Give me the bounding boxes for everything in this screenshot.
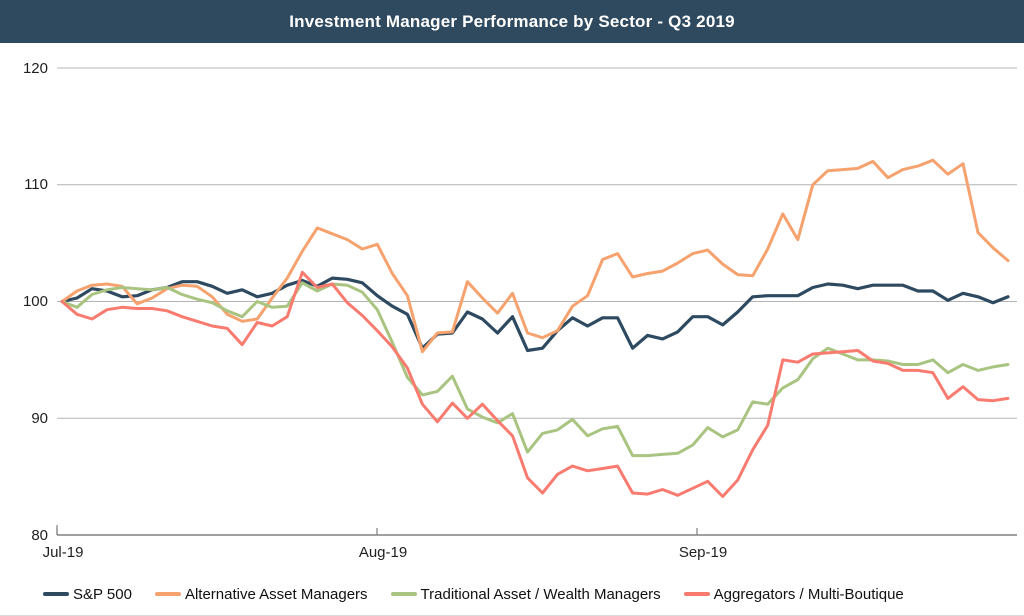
legend-label-alternative-asset-managers: Alternative Asset Managers (184, 585, 368, 603)
legend-item-sp500: S&P 500 (43, 586, 132, 603)
legend-swatch-alternative-asset-managers (154, 592, 181, 596)
series-line-3 (60, 270, 1010, 498)
legend: S&P 500 Alternative Asset Managers Tradi… (43, 583, 1024, 605)
x-tick-label-jul: Jul-19 (42, 544, 84, 561)
legend-item-aggregators-multi-boutique: Aggregators / Multi-Boutique (683, 585, 904, 603)
legend-swatch-aggregators-multi-boutique (683, 592, 710, 596)
legend-swatch-sp500 (43, 592, 69, 596)
legend-label-aggregators-multi-boutique: Aggregators / Multi-Boutique (713, 585, 904, 603)
y-tick-label-100: 100 (22, 293, 48, 310)
y-tick-label-80: 80 (31, 526, 48, 544)
legend-label-sp500: S&P 500 (73, 585, 132, 603)
y-tick-label-90: 90 (31, 409, 48, 427)
series-line-0 (60, 276, 1010, 353)
page-title: Investment Manager Performance by Sector… (289, 11, 735, 31)
x-tick-label-aug: Aug-19 (358, 544, 408, 561)
legend-item-alternative-asset-managers: Alternative Asset Managers (154, 585, 368, 603)
series-line-2 (60, 281, 1010, 458)
title-bar: Investment Manager Performance by Sector… (0, 0, 1024, 43)
legend-label-traditional-wealth-managers: Traditional Asset / Wealth Managers (420, 585, 661, 603)
y-tick-label-110: 110 (24, 176, 48, 194)
legend-swatch-traditional-wealth-managers (390, 592, 417, 596)
x-tick-label-sep: Sep-19 (678, 544, 728, 561)
y-tick-label-120: 120 (22, 59, 48, 77)
legend-item-traditional-wealth-managers: Traditional Asset / Wealth Managers (390, 585, 661, 603)
